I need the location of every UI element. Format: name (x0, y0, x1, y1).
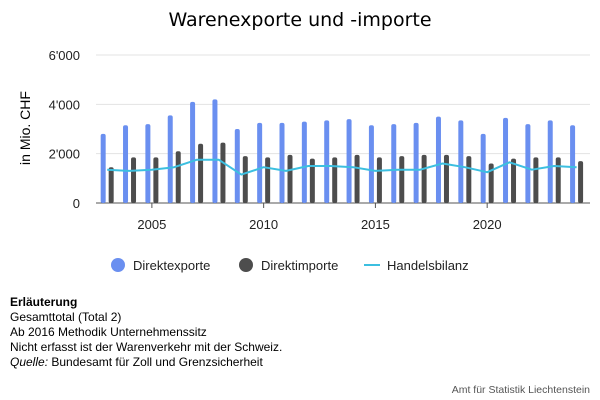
x-tick-label: 2020 (473, 217, 502, 232)
bar-direktexporte (145, 124, 151, 203)
bar-direktexporte (435, 116, 441, 203)
bar-direktexporte (346, 119, 352, 203)
bar-direktexporte (100, 133, 106, 203)
legend[interactable]: Direktexporte Direktimporte Handelsbilanz (111, 258, 469, 273)
y-axis-label: in Mio. CHF (17, 91, 33, 165)
bar-direktimporte (421, 154, 427, 203)
bar-direktexporte (324, 120, 330, 203)
source-line: Quelle: Bundesamt für Zoll und Grenzsich… (10, 355, 282, 370)
bar-direktexporte (234, 129, 240, 203)
y-tick-label: 4'000 (49, 97, 80, 112)
bar-direktexporte (525, 124, 531, 203)
bar-direktimporte (198, 143, 204, 203)
bar-direktimporte (376, 157, 382, 203)
bar-direktexporte (391, 124, 397, 203)
bar-direktexporte (279, 122, 285, 203)
bar-direktexporte (368, 125, 374, 203)
bar-direktimporte (533, 157, 539, 203)
bar-direktimporte (108, 167, 114, 203)
lines (107, 158, 577, 176)
bar-direktimporte (354, 154, 360, 203)
bar-direktimporte (399, 156, 405, 203)
legend-marker (111, 258, 125, 272)
notes: Erläuterung Gesamttotal (Total 2) Ab 201… (10, 295, 282, 370)
bar-direktimporte (242, 156, 248, 203)
notes-line: Gesamttotal (Total 2) (10, 310, 122, 324)
bar-direktexporte (480, 133, 486, 203)
bar-direktexporte (167, 115, 173, 203)
bar-direktimporte (131, 157, 137, 203)
y-tick-label: 0 (73, 196, 80, 211)
source-text: Bundesamt für Zoll und Grenzsicherheit (51, 355, 263, 369)
source-label: Quelle: (10, 355, 49, 369)
bar-direktimporte (309, 158, 315, 203)
y-tick-label: 2'000 (49, 147, 80, 162)
chart-title: Warenexporte und -importe (168, 9, 431, 31)
x-tick-label: 2005 (137, 217, 166, 232)
notes-heading: Erläuterung (10, 295, 78, 309)
y-axis-ticks: 0 2'000 4'000 6'000 (49, 48, 80, 211)
bar-direktimporte (220, 142, 226, 203)
line-handelsbilanz (107, 158, 577, 176)
bar-direktexporte (301, 121, 307, 203)
credit: Amt für Statistik Liechtenstein (451, 384, 590, 396)
x-axis-ticks: 2005 2010 2015 2020 (137, 203, 502, 232)
bar-direktimporte (287, 154, 293, 203)
bar-direktimporte (578, 161, 584, 203)
chart: Warenexporte und -importe 0 2'000 4'000 6'0… (17, 9, 590, 273)
bar-direktimporte (488, 163, 494, 203)
bar-direktexporte (190, 101, 196, 203)
x-tick-label: 2015 (361, 217, 390, 232)
notes-line: Nicht erfasst ist der Warenverkehr mit d… (10, 340, 283, 354)
legend-label: Direktexporte (133, 258, 210, 273)
bar-direktimporte (265, 157, 271, 203)
bar-direktexporte (123, 125, 129, 203)
bar-direktexporte (458, 120, 464, 203)
bar-direktexporte (547, 120, 553, 203)
legend-label: Handelsbilanz (387, 258, 469, 273)
bars (100, 99, 584, 203)
bar-direktimporte (332, 157, 338, 203)
bar-direktexporte (503, 117, 509, 203)
x-tick-label: 2010 (249, 217, 278, 232)
bar-direktexporte (257, 122, 263, 203)
bar-direktimporte (555, 157, 561, 203)
bar-direktimporte (153, 157, 159, 203)
bar-direktimporte (443, 154, 449, 203)
legend-label: Direktimporte (261, 258, 338, 273)
bar-direktexporte (570, 125, 576, 203)
legend-marker (239, 258, 253, 272)
bar-direktexporte (413, 122, 419, 203)
bar-direktimporte (175, 151, 181, 203)
bar-direktimporte (511, 158, 517, 203)
notes-line: Ab 2016 Methodik Unternehmenssitz (10, 325, 207, 339)
bar-direktimporte (466, 156, 472, 203)
y-tick-label: 6'000 (49, 48, 80, 63)
bar-direktexporte (212, 99, 218, 203)
